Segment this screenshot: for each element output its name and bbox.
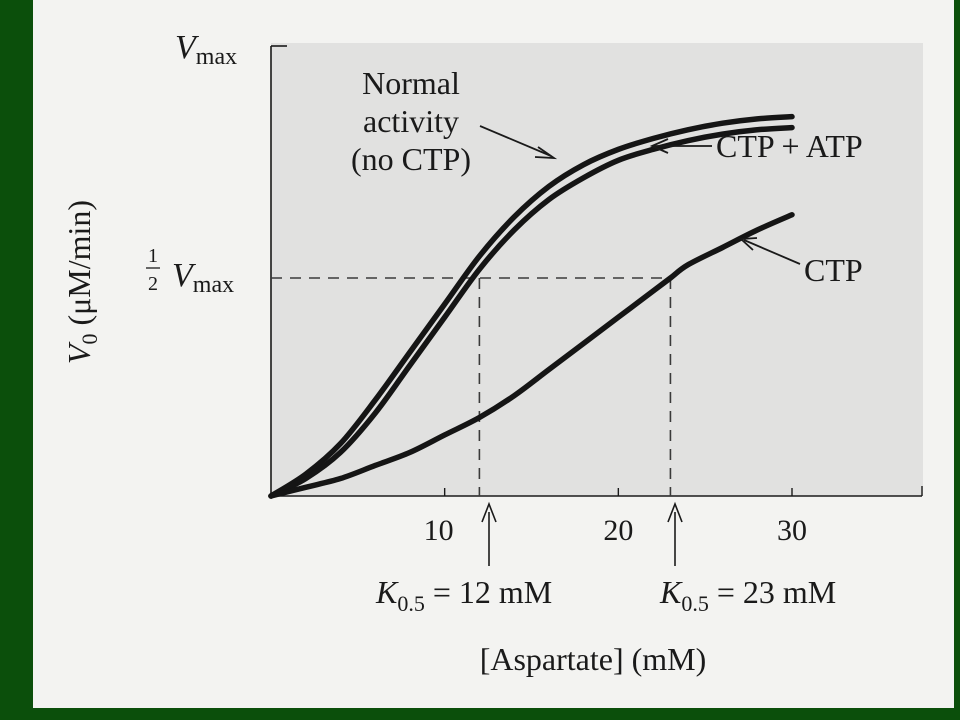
ctp-curve (268, 212, 795, 499)
vmax-label: Vmax (175, 29, 237, 70)
half-fraction-denominator: 2 (148, 273, 158, 295)
ctp-atp-curve (268, 124, 795, 499)
normal-activity-pointer (479, 125, 552, 157)
x-tick-label: 10 (424, 514, 454, 547)
normal-activity-label: activity (363, 103, 459, 139)
x-tick-label: 20 (603, 514, 633, 547)
axes (270, 45, 923, 497)
half-vmax-label: Vmax (172, 257, 234, 298)
normal-activity-curve (268, 113, 795, 499)
normal-activity-pointer-head (534, 146, 558, 160)
x-tick-label: 30 (777, 514, 807, 547)
k05-arrow-head (667, 501, 683, 523)
k05-arrow-head (481, 501, 497, 523)
chart-labels: Vmax 1 2 Vmax V0 (μM/min) 10 20 30 K0.5 = 12 mM K… (61, 29, 863, 677)
ctp-pointer (743, 239, 801, 265)
ctp-pointer-head (738, 237, 758, 251)
normal-activity-label: (no CTP) (351, 141, 471, 177)
k05-label: K0.5 = 12 mM (375, 574, 552, 616)
k05-label: K0.5 = 23 mM (659, 574, 836, 616)
x-axis-title: [Aspartate] (mM) (480, 641, 707, 677)
ctp-label: CTP (804, 252, 863, 288)
half-fraction-numerator: 1 (148, 245, 158, 267)
y-axis-title: V0 (μM/min) (61, 200, 102, 364)
curves (268, 113, 795, 499)
ctp-atp-label: CTP + ATP (716, 128, 863, 164)
normal-activity-label: Normal (362, 65, 460, 101)
plot-area (271, 43, 923, 496)
ctp-atp-pointer-head (649, 138, 669, 154)
